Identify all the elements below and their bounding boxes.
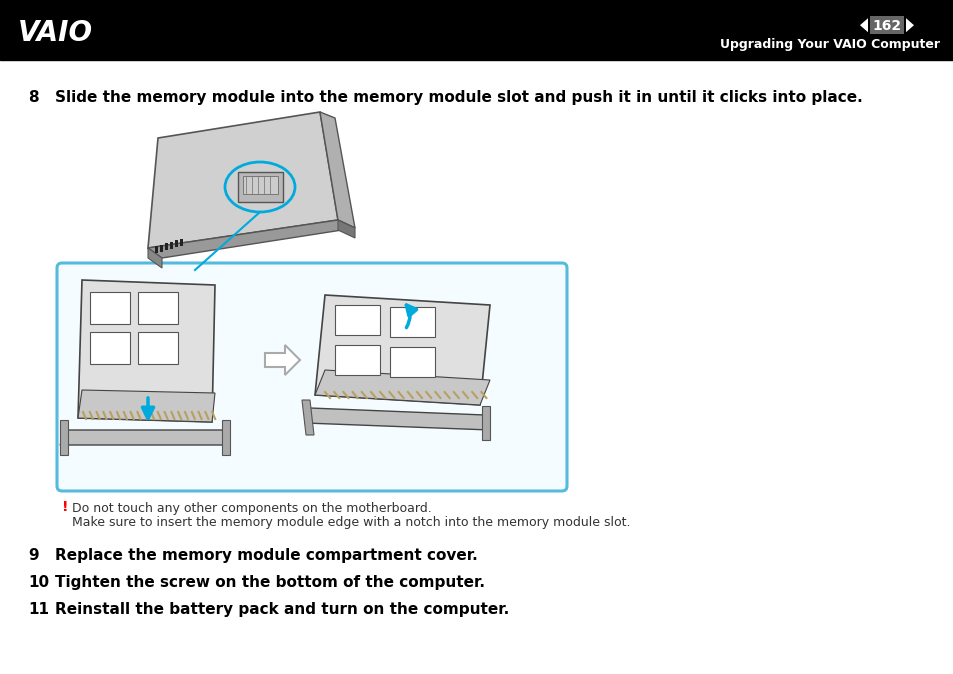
Bar (237, 172, 283, 202)
Polygon shape (148, 112, 337, 248)
Polygon shape (78, 280, 214, 422)
Text: 9: 9 (28, 548, 38, 563)
Bar (138, 332, 178, 364)
Polygon shape (60, 430, 230, 445)
Bar (243, 176, 277, 194)
Polygon shape (337, 220, 355, 238)
Bar (90, 292, 130, 324)
Text: !: ! (62, 500, 69, 514)
Bar (165, 243, 168, 250)
Text: Upgrading Your VAIO Computer: Upgrading Your VAIO Computer (720, 38, 939, 51)
Polygon shape (905, 18, 913, 32)
Text: VAIO: VAIO (18, 19, 93, 47)
Polygon shape (265, 345, 299, 375)
Bar (90, 332, 130, 364)
Polygon shape (481, 406, 490, 440)
Bar (0, 0, 953, 60)
Text: 11: 11 (28, 602, 49, 617)
Bar (154, 246, 158, 253)
Text: Slide the memory module into the memory module slot and push it in until it clic: Slide the memory module into the memory … (55, 90, 862, 105)
Polygon shape (148, 220, 355, 258)
Bar (390, 347, 435, 377)
Polygon shape (305, 408, 490, 430)
Polygon shape (319, 112, 355, 228)
Bar (170, 241, 172, 249)
Bar (138, 292, 178, 324)
Polygon shape (222, 420, 230, 455)
Polygon shape (60, 420, 68, 455)
FancyBboxPatch shape (57, 263, 566, 491)
Polygon shape (148, 248, 162, 268)
Polygon shape (859, 18, 867, 32)
Text: Do not touch any other components on the motherboard.: Do not touch any other components on the… (71, 502, 432, 515)
Text: 10: 10 (28, 575, 49, 590)
Bar (390, 307, 435, 337)
Bar (335, 345, 379, 375)
Text: 8: 8 (28, 90, 38, 105)
Bar (180, 239, 183, 245)
Bar (335, 305, 379, 335)
Text: 162: 162 (872, 19, 901, 33)
Text: Tighten the screw on the bottom of the computer.: Tighten the screw on the bottom of the c… (55, 575, 484, 590)
Text: Make sure to insert the memory module edge with a notch into the memory module s: Make sure to insert the memory module ed… (71, 516, 630, 529)
Bar (160, 245, 163, 251)
Polygon shape (302, 400, 314, 435)
Text: Reinstall the battery pack and turn on the computer.: Reinstall the battery pack and turn on t… (55, 602, 509, 617)
Bar (174, 240, 178, 247)
Text: Replace the memory module compartment cover.: Replace the memory module compartment co… (55, 548, 477, 563)
Polygon shape (314, 370, 490, 405)
Polygon shape (78, 390, 214, 422)
FancyBboxPatch shape (869, 16, 903, 34)
Polygon shape (314, 295, 490, 405)
